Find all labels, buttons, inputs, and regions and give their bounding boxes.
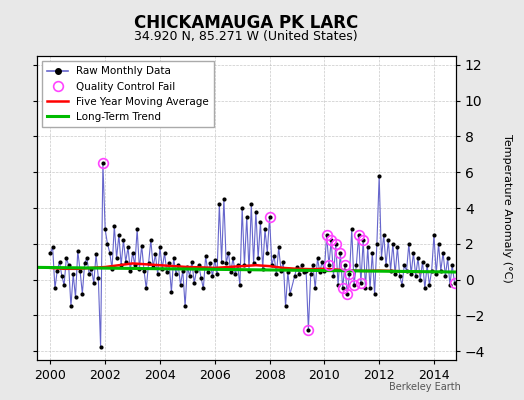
Text: CHICKAMAUGA PK LARC: CHICKAMAUGA PK LARC (134, 14, 358, 32)
Text: 34.920 N, 85.271 W (United States): 34.920 N, 85.271 W (United States) (135, 30, 358, 43)
Y-axis label: Temperature Anomaly (°C): Temperature Anomaly (°C) (502, 134, 512, 282)
Text: Berkeley Earth: Berkeley Earth (389, 382, 461, 392)
Legend: Raw Monthly Data, Quality Control Fail, Five Year Moving Average, Long-Term Tren: Raw Monthly Data, Quality Control Fail, … (42, 61, 214, 127)
